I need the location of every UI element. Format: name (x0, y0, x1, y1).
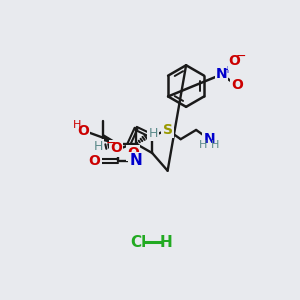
Text: N: N (203, 132, 215, 146)
Text: +: + (223, 65, 231, 75)
Text: Cl: Cl (130, 235, 146, 250)
Text: H: H (73, 120, 81, 130)
Text: O: O (77, 124, 89, 139)
Text: H: H (211, 140, 220, 150)
Text: −: − (105, 137, 116, 150)
Text: H: H (199, 140, 207, 150)
Text: H: H (94, 140, 103, 153)
Polygon shape (102, 135, 118, 144)
Text: H: H (160, 235, 172, 250)
Text: O: O (229, 54, 241, 68)
Text: H: H (148, 127, 158, 140)
Text: N: N (130, 153, 142, 168)
Text: O: O (110, 141, 122, 155)
Text: O: O (88, 154, 101, 168)
Text: N: N (216, 68, 227, 82)
Text: −: − (236, 50, 246, 63)
Text: S: S (163, 123, 172, 137)
Text: O: O (231, 78, 243, 92)
Text: O: O (127, 146, 139, 160)
